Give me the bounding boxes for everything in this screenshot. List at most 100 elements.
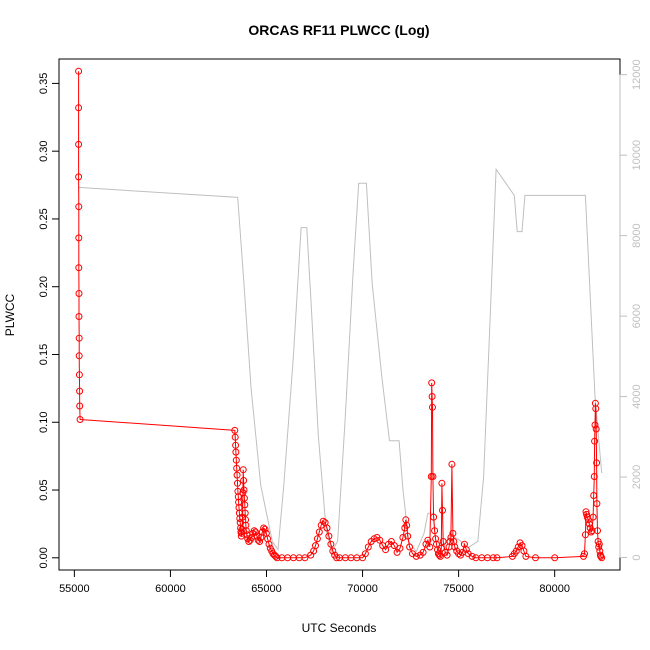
series-0-point xyxy=(595,540,603,548)
y-tick-label: 0.20 xyxy=(38,276,50,297)
series-0-point xyxy=(260,524,268,532)
series-0-point xyxy=(75,352,83,360)
y-tick-label: 0.15 xyxy=(38,344,50,365)
y-axis-label: PLWCC xyxy=(3,293,17,336)
y-tick-label: 0.10 xyxy=(38,412,50,433)
series-0-point xyxy=(412,552,420,560)
series-0-point xyxy=(493,554,501,562)
series-0-point xyxy=(437,544,445,552)
series-0-point xyxy=(399,534,407,541)
series-0-point xyxy=(250,527,258,535)
y2-axis: 0 2000 4000 6000 8000 10000 12000 xyxy=(619,59,643,561)
series-0-point xyxy=(75,313,83,320)
series-0-point xyxy=(428,379,436,387)
series-0-point xyxy=(75,234,83,242)
series-0-point xyxy=(76,416,84,423)
series-0-point xyxy=(364,543,372,551)
series-0-point xyxy=(522,552,530,560)
plot-frame xyxy=(58,58,621,571)
series-0-point xyxy=(75,371,83,379)
series-0-point xyxy=(241,509,249,517)
series-1-line xyxy=(78,167,603,553)
series-0-point xyxy=(238,525,246,533)
series-0-point xyxy=(396,544,404,552)
series-0-point xyxy=(75,334,83,342)
series-0-point xyxy=(597,552,605,560)
series-0-point xyxy=(76,387,84,395)
series-0-point xyxy=(233,471,241,479)
series-0-point xyxy=(232,441,240,449)
y-tick-label: 0.00 xyxy=(38,547,50,568)
series-0-point xyxy=(446,538,454,545)
x-axis-label: UTC Seconds xyxy=(302,621,377,635)
x-tick-label: 65000 xyxy=(251,583,282,595)
series-0-point xyxy=(443,551,451,559)
x-tick-label: 80000 xyxy=(539,583,570,595)
y-axis: 0.00 0.05 0.10 0.15 0.20 0.25 0.30 0.35 xyxy=(38,73,59,569)
series-0-point xyxy=(587,528,595,536)
x-tick-label: 75000 xyxy=(443,583,474,595)
series-0-point xyxy=(592,425,600,433)
series-0-point xyxy=(462,546,470,554)
series-0-point xyxy=(436,552,444,560)
series-0-point xyxy=(256,538,264,545)
y2-tick-label: 10000 xyxy=(631,140,643,171)
series-0-point xyxy=(376,536,384,544)
series-0-point xyxy=(430,513,438,521)
y-tick-label: 0.05 xyxy=(38,479,50,500)
series-0-point xyxy=(329,547,337,555)
series-0-point xyxy=(265,540,273,548)
series-0-point xyxy=(319,517,327,525)
series-0-point xyxy=(241,501,249,509)
series-0-point xyxy=(75,173,83,181)
series-0-point xyxy=(406,543,414,551)
series-0-point xyxy=(315,528,323,536)
series-0-point xyxy=(75,264,83,272)
series-0-point xyxy=(419,548,427,556)
series-0-point xyxy=(325,532,333,540)
series-0-point xyxy=(333,554,341,562)
y-tick-label: 0.25 xyxy=(38,208,50,229)
series-0-point xyxy=(234,479,241,487)
y2-tick-label: 6000 xyxy=(631,304,643,328)
series-0-point xyxy=(424,536,432,544)
series-0-point xyxy=(240,486,248,494)
chart-title: ORCAS RF11 PLWCC (Log) xyxy=(248,22,429,38)
series-0-point xyxy=(431,527,439,535)
series-0-point xyxy=(75,203,83,211)
series-0-point xyxy=(532,554,539,562)
y2-tick-label: 12000 xyxy=(631,59,643,90)
series-0-point xyxy=(235,498,243,506)
series-0-point xyxy=(439,506,446,514)
series-0-point xyxy=(589,513,597,521)
series-0-point xyxy=(455,550,463,558)
series-0-point xyxy=(232,448,240,456)
series-0-point xyxy=(598,554,606,562)
series-0-point xyxy=(593,459,601,467)
series-0-point xyxy=(581,531,589,539)
series-0-point xyxy=(242,527,250,535)
y2-tick-label: 2000 xyxy=(631,465,643,489)
series-0-point xyxy=(261,525,269,533)
series-0-point xyxy=(439,538,447,545)
series-layer xyxy=(75,67,606,562)
series-0-point xyxy=(514,543,522,551)
x-tick-label: 55000 xyxy=(59,583,90,595)
series-0-point xyxy=(242,521,250,529)
series-0-point xyxy=(591,437,599,445)
series-0-point xyxy=(426,543,434,551)
series-0-point xyxy=(233,464,241,472)
series-0-point xyxy=(301,554,309,562)
series-0-point xyxy=(240,477,248,484)
series-0-point xyxy=(428,393,436,400)
series-0-point xyxy=(429,403,436,411)
y2-tick-label: 8000 xyxy=(631,223,643,247)
series-0-point xyxy=(361,550,369,558)
series-0-point xyxy=(327,540,335,548)
series-0-point xyxy=(590,473,598,480)
series-0-point xyxy=(403,521,411,529)
series-0-point xyxy=(76,402,84,410)
series-0-point xyxy=(323,524,331,532)
series-0-point xyxy=(75,140,83,148)
